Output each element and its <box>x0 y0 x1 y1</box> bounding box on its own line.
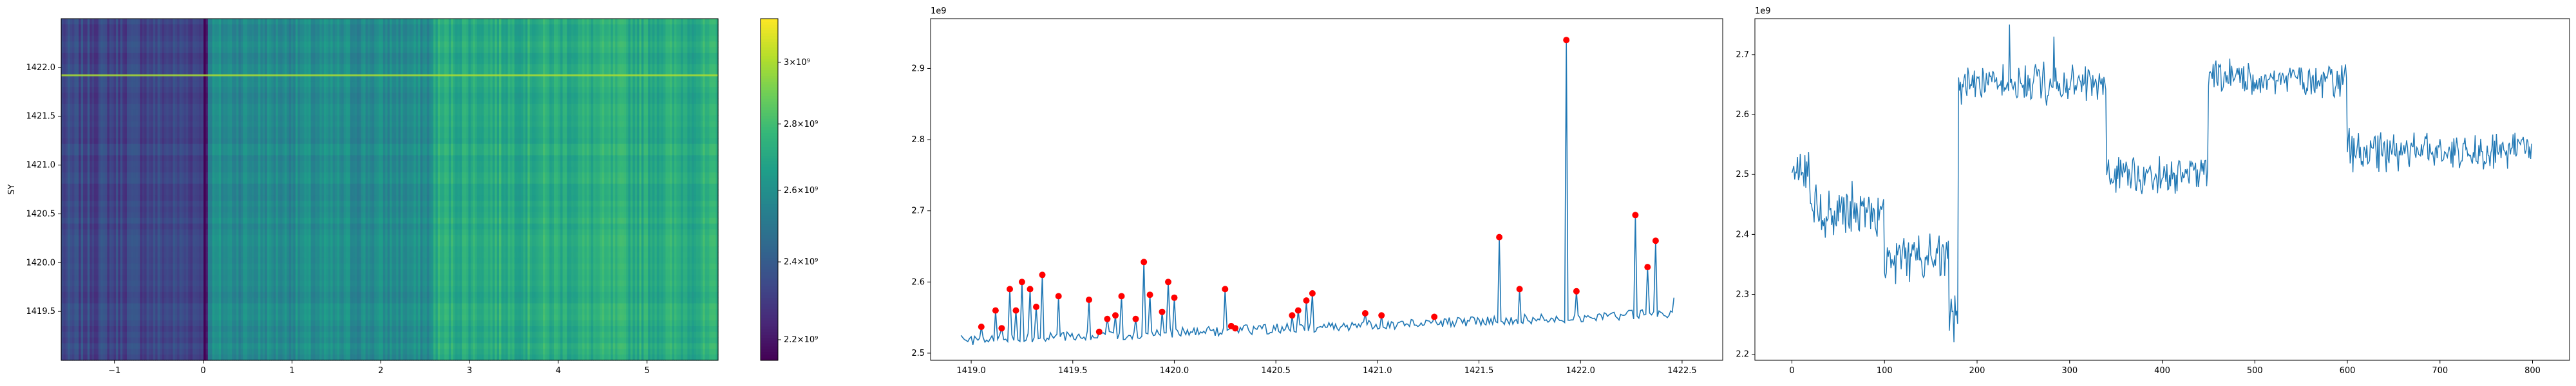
peak-marker <box>1573 288 1580 295</box>
timeseries-xtick-label: 200 <box>1969 366 1985 376</box>
peak-marker <box>978 324 985 330</box>
heatmap-xtick-label: 0 <box>200 366 205 376</box>
peak-marker <box>1159 309 1166 315</box>
peaks-xtick-label: 1419.0 <box>956 366 986 376</box>
timeseries-xtick-label: 500 <box>2247 366 2263 376</box>
peak-marker <box>1033 304 1039 310</box>
peak-marker <box>1362 310 1368 317</box>
timeseries-plot-frame <box>1755 19 2570 360</box>
peak-marker <box>1096 329 1103 335</box>
peaks-xtick-label: 1421.5 <box>1464 366 1494 376</box>
peak-marker <box>1039 271 1046 278</box>
peaks-xtick-label: 1420.5 <box>1261 366 1291 376</box>
peak-marker <box>1141 259 1147 265</box>
heatmap-highlight-row <box>61 74 718 76</box>
peaks-xtick-label: 1422.0 <box>1566 366 1595 376</box>
peak-marker <box>1496 234 1502 241</box>
peak-marker <box>1563 37 1569 43</box>
peak-marker <box>1104 316 1110 322</box>
peaks-ytick-label: 2.8 <box>911 135 925 145</box>
heatmap-image <box>61 19 719 361</box>
peak-marker <box>1119 293 1125 299</box>
heatmap-xtick-label: 3 <box>467 366 472 376</box>
peak-marker <box>1309 290 1316 297</box>
timeseries-xtick-label: 100 <box>1877 366 1893 376</box>
peak-marker <box>1147 291 1153 298</box>
timeseries-ytick-label: 2.3 <box>1736 290 1749 300</box>
colorbar <box>761 19 778 361</box>
timeseries-ytick-label: 2.6 <box>1736 110 1749 120</box>
peak-marker <box>1378 312 1385 318</box>
peak-marker <box>1295 308 1302 314</box>
timeseries-xtick-label: 800 <box>2524 366 2541 376</box>
timeseries-xtick-label: 700 <box>2432 366 2448 376</box>
peaks-ytick-label: 2.6 <box>911 277 925 287</box>
heatmap-xtick-label: 1 <box>289 366 294 376</box>
heatmap-ytick-label: 1421.5 <box>26 112 56 122</box>
peaks-ytick-label: 2.7 <box>911 207 925 216</box>
peak-marker <box>1517 286 1523 292</box>
timeseries-xtick-label: 600 <box>2340 366 2356 376</box>
heatmap-ytick-label: 1420.0 <box>26 258 56 268</box>
heatmap-xtick-label: 2 <box>378 366 383 376</box>
colorbar-tick-label: 2.4×10⁹ <box>784 257 818 267</box>
heatmap-xtick-label: 4 <box>556 366 561 376</box>
peaks-xtick-label: 1419.5 <box>1058 366 1088 376</box>
heatmap-xtick-label: −1 <box>108 366 120 376</box>
colorbar-tick-label: 2.8×10⁹ <box>784 120 818 129</box>
peak-marker <box>1086 297 1092 303</box>
peaks-ytick-label: 2.5 <box>911 349 925 358</box>
peak-marker <box>1133 316 1139 322</box>
peaks-xtick-label: 1420.0 <box>1160 366 1189 376</box>
peak-marker <box>1431 314 1437 320</box>
peak-marker <box>1222 286 1228 292</box>
peak-marker <box>1013 308 1019 314</box>
timeseries-xtick-label: 400 <box>2154 366 2170 376</box>
timeseries-ytick-label: 2.5 <box>1736 170 1749 179</box>
peak-marker <box>992 308 999 314</box>
heatmap-ytick-label: 1421.0 <box>26 161 56 170</box>
heatmap-ytick-label: 1419.5 <box>26 307 56 317</box>
peak-marker <box>1027 286 1034 292</box>
colorbar-tick-label: 2.2×10⁹ <box>784 335 818 345</box>
timeseries-ytick-label: 2.4 <box>1736 230 1749 239</box>
peak-marker <box>1303 297 1310 304</box>
peak-marker <box>1171 295 1178 301</box>
colorbar-tick-label: 3×10⁹ <box>784 58 810 68</box>
peak-marker <box>1232 325 1238 331</box>
peak-marker <box>1632 212 1638 218</box>
colorbar-tick-label: 2.6×10⁹ <box>784 186 818 196</box>
peaks-xtick-label: 1422.5 <box>1667 366 1697 376</box>
peak-marker <box>998 325 1005 331</box>
timeseries-ytick-label: 2.7 <box>1736 50 1749 60</box>
timeseries-xtick-label: 0 <box>1789 366 1794 376</box>
timeseries-offset-label: 1e9 <box>1755 6 1771 16</box>
peak-marker <box>1165 279 1171 285</box>
peak-marker <box>1007 286 1013 292</box>
peak-marker <box>1289 312 1295 318</box>
peak-marker <box>1019 279 1025 285</box>
peak-marker <box>1112 312 1119 318</box>
peak-marker <box>1653 237 1659 244</box>
timeseries-xtick-label: 300 <box>2061 366 2078 376</box>
heatmap-ylabel: SY <box>7 184 17 194</box>
peaks-ytick-label: 2.9 <box>911 64 925 73</box>
peaks-plot-area <box>931 19 1723 360</box>
peaks-offset-label: 1e9 <box>931 6 947 16</box>
peak-marker <box>1056 293 1062 299</box>
heatmap-ytick-label: 1420.5 <box>26 209 56 219</box>
peak-marker <box>1644 264 1651 270</box>
heatmap-xtick-label: 5 <box>645 366 650 376</box>
heatmap-ytick-label: 1422.0 <box>26 63 56 73</box>
peaks-xtick-label: 1421.0 <box>1363 366 1392 376</box>
timeseries-line <box>1792 24 2532 342</box>
timeseries-ytick-label: 2.2 <box>1736 350 1749 360</box>
